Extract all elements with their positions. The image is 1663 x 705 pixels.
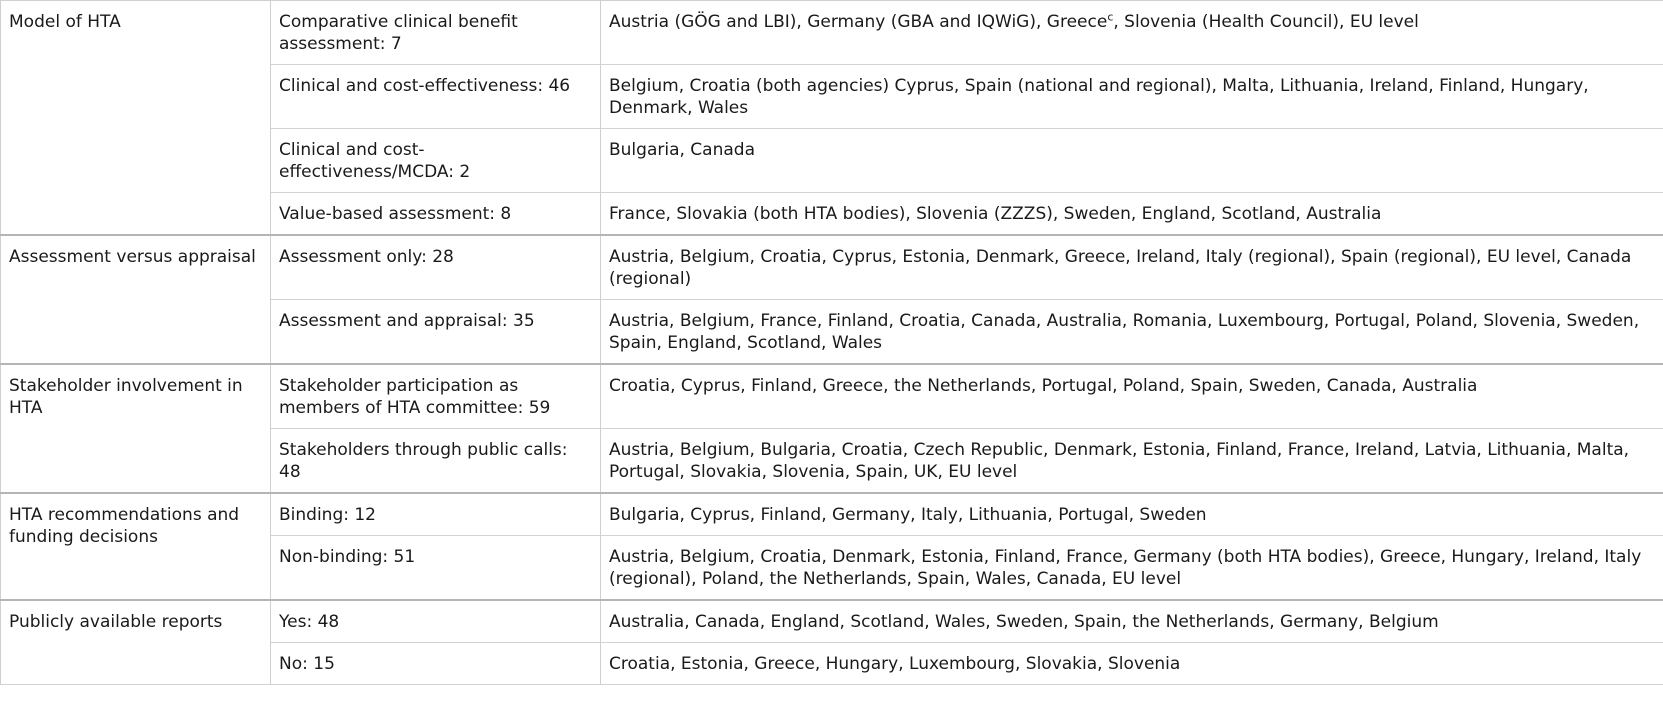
option-cell: Yes: 48 — [270, 599, 601, 643]
option-cell: Binding: 12 — [270, 492, 601, 536]
countries-cell: Austria (GÖG and LBI), Germany (GBA and … — [600, 0, 1663, 65]
table-row: Clinical and cost-effectiveness: 46 Belg… — [1, 64, 1663, 129]
option-cell: Clinical and cost-effectiveness/MCDA: 2 — [270, 128, 601, 193]
table-row: Stakeholders through public calls: 48 Au… — [1, 428, 1663, 494]
table-row: Assessment and appraisal: 35 Austria, Be… — [1, 299, 1663, 365]
category-cell: Assessment versus appraisal — [0, 234, 271, 365]
option-cell: No: 15 — [270, 642, 601, 685]
table-row: Stakeholder involvement in HTA Stakehold… — [0, 363, 1663, 494]
countries-text: Austria (GÖG and LBI), Germany (GBA and … — [609, 12, 1108, 32]
option-cell: Non-binding: 51 — [270, 535, 601, 601]
countries-cell: Austria, Belgium, France, Finland, Croat… — [600, 299, 1663, 365]
category-cell: Publicly available reports — [0, 599, 271, 685]
table-row: Value-based assessment: 8 France, Slovak… — [1, 192, 1663, 236]
option-cell: Value-based assessment: 8 — [270, 192, 601, 236]
table-row: Assessment versus appraisal Assessment o… — [0, 234, 1663, 365]
footnote-marker: c — [1107, 10, 1114, 24]
countries-cell: Australia, Canada, England, Scotland, Wa… — [600, 599, 1663, 643]
option-cell: Comparative clinical benefit assessment:… — [270, 0, 601, 65]
category-cell: Model of HTA — [0, 0, 271, 236]
table-row: HTA recommendations and funding decision… — [0, 492, 1663, 601]
category-cell: HTA recommendations and funding decision… — [0, 492, 271, 601]
option-cell: Assessment and appraisal: 35 — [270, 299, 601, 365]
countries-cell: France, Slovakia (both HTA bodies), Slov… — [600, 192, 1663, 236]
countries-text-continued: , Slovenia (Health Council), EU level — [1113, 12, 1419, 32]
countries-cell: Austria, Belgium, Croatia, Denmark, Esto… — [600, 535, 1663, 601]
option-cell: Clinical and cost-effectiveness: 46 — [270, 64, 601, 129]
countries-cell: Croatia, Cyprus, Finland, Greece, the Ne… — [600, 363, 1663, 429]
option-cell: Assessment only: 28 — [270, 234, 601, 300]
countries-cell: Bulgaria, Cyprus, Finland, Germany, Ital… — [600, 492, 1663, 536]
countries-cell: Bulgaria, Canada — [600, 128, 1663, 193]
table-row: Publicly available reports Yes: 48 Austr… — [0, 599, 1663, 685]
table-row: Non-binding: 51 Austria, Belgium, Croati… — [1, 535, 1663, 601]
countries-cell: Belgium, Croatia (both agencies) Cyprus,… — [600, 64, 1663, 129]
category-cell: Stakeholder involvement in HTA — [0, 363, 271, 494]
table-row: No: 15 Croatia, Estonia, Greece, Hungary… — [1, 642, 1663, 685]
table-row: Clinical and cost-effectiveness/MCDA: 2 … — [1, 128, 1663, 193]
countries-cell: Croatia, Estonia, Greece, Hungary, Luxem… — [600, 642, 1663, 685]
option-cell: Stakeholders through public calls: 48 — [270, 428, 601, 494]
countries-cell: Austria, Belgium, Bulgaria, Croatia, Cze… — [600, 428, 1663, 494]
table-row: Model of HTA Comparative clinical benefi… — [0, 0, 1663, 236]
option-cell: Stakeholder participation as members of … — [270, 363, 601, 429]
countries-cell: Austria, Belgium, Croatia, Cyprus, Eston… — [600, 234, 1663, 300]
hta-table: Model of HTA Comparative clinical benefi… — [0, 0, 1663, 685]
